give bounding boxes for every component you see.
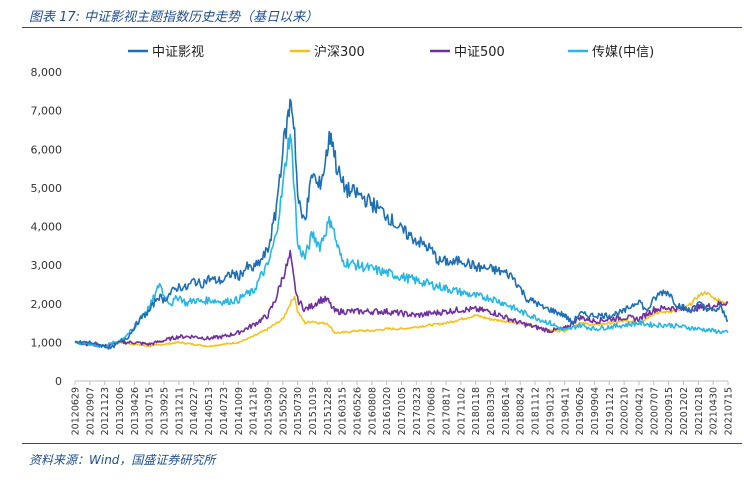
x-tick-label: 20121123: [100, 387, 111, 435]
x-tick-label: 20160526: [352, 387, 363, 435]
x-tick-label: 20130206: [115, 387, 126, 435]
y-tick-label: 5,000: [31, 182, 63, 195]
legend-label: 中证500: [454, 45, 505, 60]
x-tick-label: 20200707: [649, 387, 660, 435]
x-tick-label: 20140227: [189, 387, 200, 435]
x-tick-label: 20210715: [724, 387, 735, 435]
y-tick-label: 8,000: [31, 66, 63, 79]
x-tick-label: 20190904: [590, 387, 601, 435]
x-tick-label: 20130925: [160, 387, 171, 435]
x-tick-label: 20210430: [709, 387, 720, 435]
series-line-中证500: [74, 249, 729, 348]
x-tick-label: 20140513: [204, 387, 215, 435]
x-tick-label: 20131211: [174, 387, 185, 435]
y-tick-label: 0: [55, 375, 62, 388]
x-tick-label: 20170323: [412, 387, 423, 435]
x-tick-label: 20170105: [397, 387, 408, 435]
figure-title: 图表 17: 中证影视主题指数历史走势（基日以来）: [29, 10, 319, 25]
chart-legend: 中证影视 沪深300 中证500 传媒(中信): [128, 44, 654, 60]
x-tick-label: 20141218: [249, 387, 260, 435]
x-tick-label: 20180614: [501, 387, 512, 435]
x-tick-label: 20151019: [308, 387, 319, 435]
x-tick-label: 20200210: [620, 387, 631, 435]
x-tick-label: 20180118: [471, 387, 482, 435]
y-axis: 0 1,000 2,000 3,000 4,000 5,000 6,000 7,000 8,00…: [31, 66, 63, 388]
x-tick-label: 20161020: [382, 387, 393, 435]
y-tick-label: 6,000: [31, 143, 63, 156]
source-note: 资料来源：Wind，国盛证券研究所: [29, 453, 216, 467]
x-tick-label: 20120907: [85, 387, 96, 435]
x-tick-label: 20151228: [323, 387, 334, 435]
y-tick-label: 7,000: [31, 105, 63, 118]
source-divider: [22, 443, 742, 444]
x-tick-label: 20180824: [516, 387, 527, 435]
x-tick-label: 20150520: [278, 387, 289, 435]
x-tick-label: 20190123: [545, 387, 556, 435]
x-tick-label: 20120629: [71, 387, 82, 435]
x-tick-label: 20200915: [664, 387, 675, 435]
x-tick-label: 20160808: [367, 387, 378, 435]
x-tick-label: 20141009: [234, 387, 245, 435]
x-tick-label: 20191121: [605, 387, 616, 435]
x-tick-label: 20190626: [575, 387, 586, 435]
x-tick-label: 20200421: [634, 387, 645, 435]
legend-label: 传媒(中信): [592, 45, 654, 60]
x-tick-label: 20170817: [442, 387, 453, 435]
line-chart: 中证影视 沪深300 中证500 传媒(中信) 0 1,000 2,000 3,000 4,0…: [31, 44, 735, 435]
legend-label: 中证影视: [152, 45, 204, 60]
series-line-沪深300: [75, 290, 729, 348]
x-tick-label: 20170608: [427, 387, 438, 435]
series-line-中证影视: [74, 98, 728, 350]
plot-area: [74, 98, 729, 350]
x-tick-label: 20171102: [456, 387, 467, 435]
x-tick-label: 20181112: [531, 387, 542, 435]
x-tick-label: 20150309: [263, 387, 274, 435]
x-tick-label: 20201202: [679, 387, 690, 435]
y-tick-label: 4,000: [31, 221, 63, 234]
x-tick-label: 20150730: [293, 387, 304, 435]
title-divider: [22, 27, 742, 28]
x-axis: 20120629 20120907 20121123 20130206 20130426…: [71, 380, 735, 435]
series-line-传媒(中信): [74, 133, 729, 349]
y-tick-label: 2,000: [31, 298, 63, 311]
y-tick-label: 3,000: [31, 259, 63, 272]
x-tick-label: 20130426: [130, 387, 141, 435]
legend-label: 沪深300: [314, 44, 365, 60]
x-tick-label: 20160315: [338, 387, 349, 435]
x-tick-label: 20190411: [560, 387, 571, 435]
x-tick-label: 20180330: [486, 387, 497, 435]
x-tick-label: 20140723: [219, 387, 230, 435]
x-tick-label: 20130715: [145, 387, 156, 435]
y-tick-label: 1,000: [31, 336, 63, 349]
x-tick-label: 20210218: [694, 387, 705, 435]
